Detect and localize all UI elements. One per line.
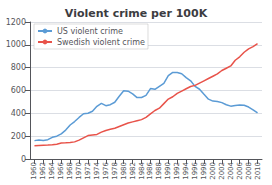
svg-text:1984: 1984 (138, 161, 146, 179)
svg-text:0: 0 (21, 155, 26, 164)
svg-text:1960: 1960 (30, 162, 38, 180)
svg-text:800: 800 (11, 63, 26, 72)
svg-text:2008: 2008 (245, 162, 253, 180)
svg-text:1992: 1992 (173, 162, 181, 180)
svg-text:1994: 1994 (182, 161, 190, 179)
svg-text:400: 400 (11, 109, 26, 118)
svg-text:1986: 1986 (146, 161, 154, 179)
svg-text:1976: 1976 (102, 161, 110, 179)
svg-text:2000: 2000 (209, 162, 217, 180)
svg-text:1964: 1964 (48, 161, 56, 179)
svg-text:1200: 1200 (6, 18, 26, 27)
svg-text:1982: 1982 (129, 162, 137, 180)
svg-text:1998: 1998 (200, 162, 208, 180)
svg-text:1974: 1974 (93, 161, 101, 179)
svg-text:US violent crime: US violent crime (57, 27, 123, 36)
svg-text:1968: 1968 (66, 162, 74, 180)
svg-text:1980: 1980 (120, 162, 128, 180)
svg-text:1970: 1970 (75, 162, 83, 180)
svg-text:Swedish violent crime: Swedish violent crime (57, 38, 145, 47)
svg-text:1962: 1962 (39, 162, 47, 180)
svg-text:1000: 1000 (6, 40, 26, 49)
svg-text:Violent crime per 100K: Violent crime per 100K (65, 7, 208, 20)
svg-text:1990: 1990 (164, 162, 172, 180)
svg-text:1972: 1972 (84, 162, 92, 180)
svg-text:2004: 2004 (227, 161, 235, 179)
svg-text:2006: 2006 (236, 161, 244, 179)
svg-text:1978: 1978 (111, 162, 119, 180)
svg-text:600: 600 (11, 86, 26, 95)
svg-text:1988: 1988 (155, 162, 163, 180)
svg-text:200: 200 (11, 132, 26, 141)
svg-text:1996: 1996 (191, 161, 199, 179)
svg-text:1966: 1966 (57, 161, 65, 179)
svg-text:2002: 2002 (218, 162, 226, 180)
svg-text:2010: 2010 (254, 162, 262, 180)
